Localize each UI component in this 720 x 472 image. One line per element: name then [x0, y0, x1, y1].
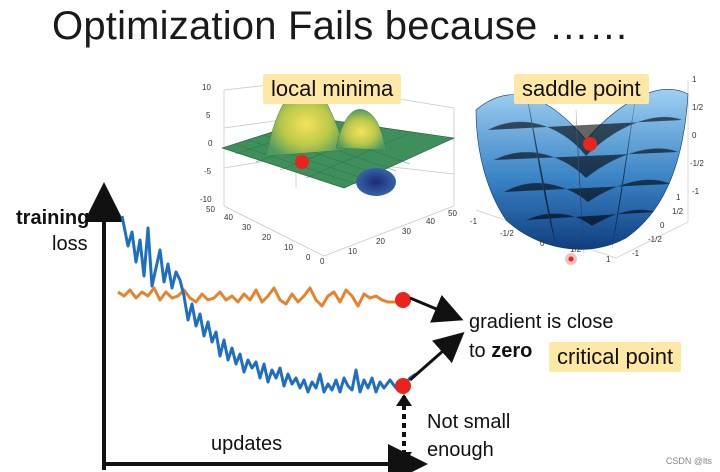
x-tick: 30 — [402, 227, 411, 236]
saddle-tick: 1 — [676, 193, 681, 202]
gradient-line1: gradient is close — [469, 311, 614, 333]
saddle-tick: -1/2 — [690, 159, 704, 168]
saddle-tick: -1/2 — [500, 229, 514, 238]
saddle-point-marker — [583, 137, 597, 151]
xlabel: updates — [211, 433, 283, 455]
saddle-tick: 0 — [540, 239, 545, 248]
saddle-tick: 0 — [660, 221, 665, 230]
local-minima-plot: 10 5 0 -5 -10 50 40 30 20 10 0 0 10 20 3… — [200, 81, 457, 266]
saddle-point-plot: 1 1/2 0 -1/2 -1 -1 -1/2 0 1/2 1 1 1/2 0 … — [470, 75, 704, 264]
orange-critical-marker — [395, 292, 411, 308]
blue-loss-curve — [120, 215, 417, 394]
saddle-tick: -1/2 — [648, 235, 662, 244]
blue-critical-marker — [395, 378, 411, 394]
not-small-line2: enough — [427, 439, 494, 461]
z-tick: -10 — [200, 195, 212, 204]
critical-point-tag: critical point — [549, 342, 682, 372]
y-tick: 30 — [242, 223, 251, 232]
z-tick: 10 — [202, 83, 211, 92]
local-minima-marker — [295, 155, 309, 169]
saddle-tick: -1 — [692, 187, 700, 196]
slide-title: Optimization Fails because …… — [52, 4, 630, 48]
arrow-blue — [409, 332, 465, 382]
local-minima-tag: local minima — [263, 74, 402, 104]
y-tick: 10 — [284, 243, 293, 252]
z-tick: 5 — [206, 111, 211, 120]
z-tick: 0 — [208, 139, 213, 148]
saddle-tick: 1/2 — [570, 245, 582, 254]
watermark: CSDN @lts — [665, 456, 712, 466]
x-tick: 10 — [348, 247, 357, 256]
y-tick: 20 — [262, 233, 271, 242]
gap-arrow-up — [396, 394, 412, 406]
saddle-tick: 1 — [692, 75, 697, 84]
y-tick: 50 — [206, 205, 215, 214]
not-small-line1: Not small — [427, 411, 511, 433]
saddle-point-tag: saddle point — [514, 74, 649, 104]
saddle-tick: 1 — [606, 255, 611, 264]
ylabel-bold: training — [16, 207, 90, 229]
ylabel-rest: loss — [52, 233, 88, 255]
y-tick: 40 — [224, 213, 233, 222]
saddle-tick: 0 — [692, 131, 697, 140]
z-tick: -5 — [204, 167, 212, 176]
saddle-tick: 1/2 — [672, 207, 684, 216]
y-tick: 0 — [306, 253, 311, 262]
x-tick: 0 — [320, 257, 325, 266]
x-tick: 40 — [426, 217, 435, 226]
saddle-tick: -1 — [632, 249, 640, 258]
x-tick: 20 — [376, 237, 385, 246]
gap-arrow-down — [396, 452, 412, 464]
saddle-tick: -1 — [470, 217, 478, 226]
orange-loss-curve — [117, 286, 404, 308]
x-tick: 50 — [448, 209, 457, 218]
gradient-line2-bold: zero — [491, 340, 533, 362]
gradient-line2-prefix: to — [469, 340, 492, 362]
cursor-dot — [565, 253, 577, 265]
arrow-orange — [409, 294, 464, 323]
saddle-tick: 1/2 — [692, 103, 704, 112]
gradient-line2: to zero — [469, 340, 532, 363]
